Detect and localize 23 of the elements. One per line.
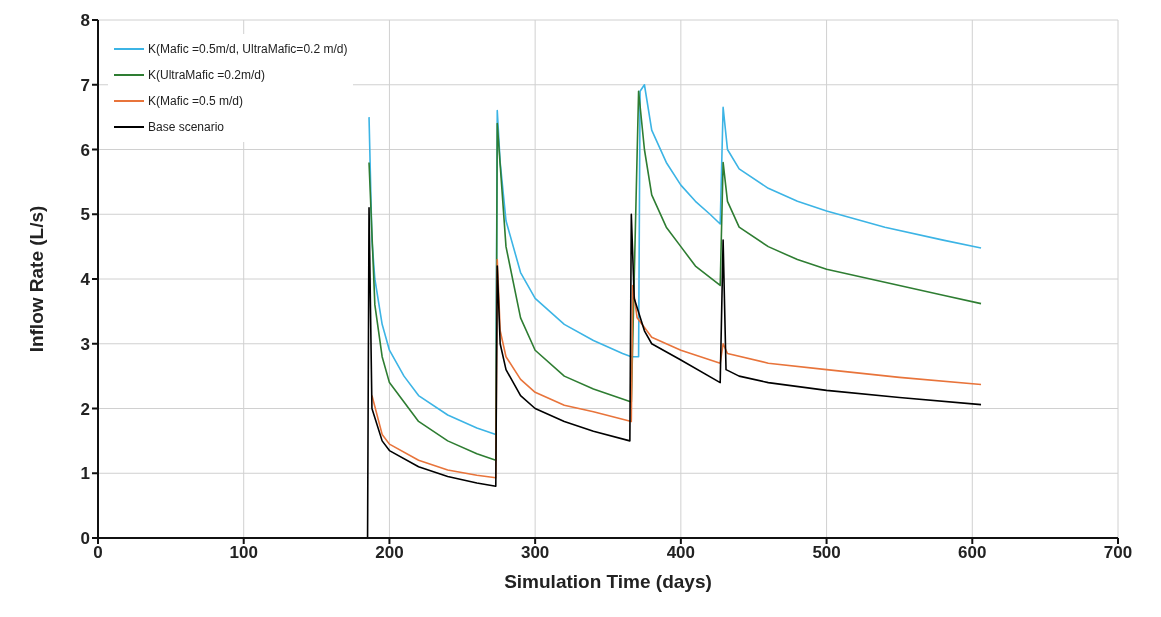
legend-label: K(Mafic =0.5m/d, UltraMafic=0.2 m/d) — [148, 41, 348, 58]
x-tick-label: 700 — [1103, 543, 1133, 563]
y-tick-label: 0 — [80, 529, 90, 549]
y-tick-label: 8 — [80, 11, 90, 31]
x-tick-label: 300 — [520, 543, 550, 563]
y-tick-label: 7 — [80, 75, 90, 95]
y-tick-label: 6 — [80, 140, 90, 160]
y-axis-title: Inflow Rate (L/s) — [25, 205, 47, 353]
y-tick-label: 1 — [80, 464, 90, 484]
x-tick-label: 0 — [93, 543, 103, 563]
y-tick-label: 3 — [80, 334, 90, 354]
x-tick-label: 200 — [375, 543, 404, 563]
x-tick-label: 100 — [229, 543, 258, 563]
x-tick-label: 500 — [812, 543, 841, 563]
y-tick-label: 5 — [80, 205, 90, 225]
legend-label: Base scenario — [148, 119, 225, 136]
y-tick-label: 4 — [80, 270, 91, 290]
legend-label: K(UltraMafic =0.2m/d) — [148, 67, 266, 84]
y-tick-label: 2 — [80, 399, 90, 419]
x-tick-label: 400 — [666, 543, 696, 563]
x-axis-title: Simulation Time (days) — [504, 571, 712, 592]
x-tick-label: 600 — [958, 543, 987, 563]
legend-label: K(Mafic =0.5 m/d) — [148, 93, 244, 110]
